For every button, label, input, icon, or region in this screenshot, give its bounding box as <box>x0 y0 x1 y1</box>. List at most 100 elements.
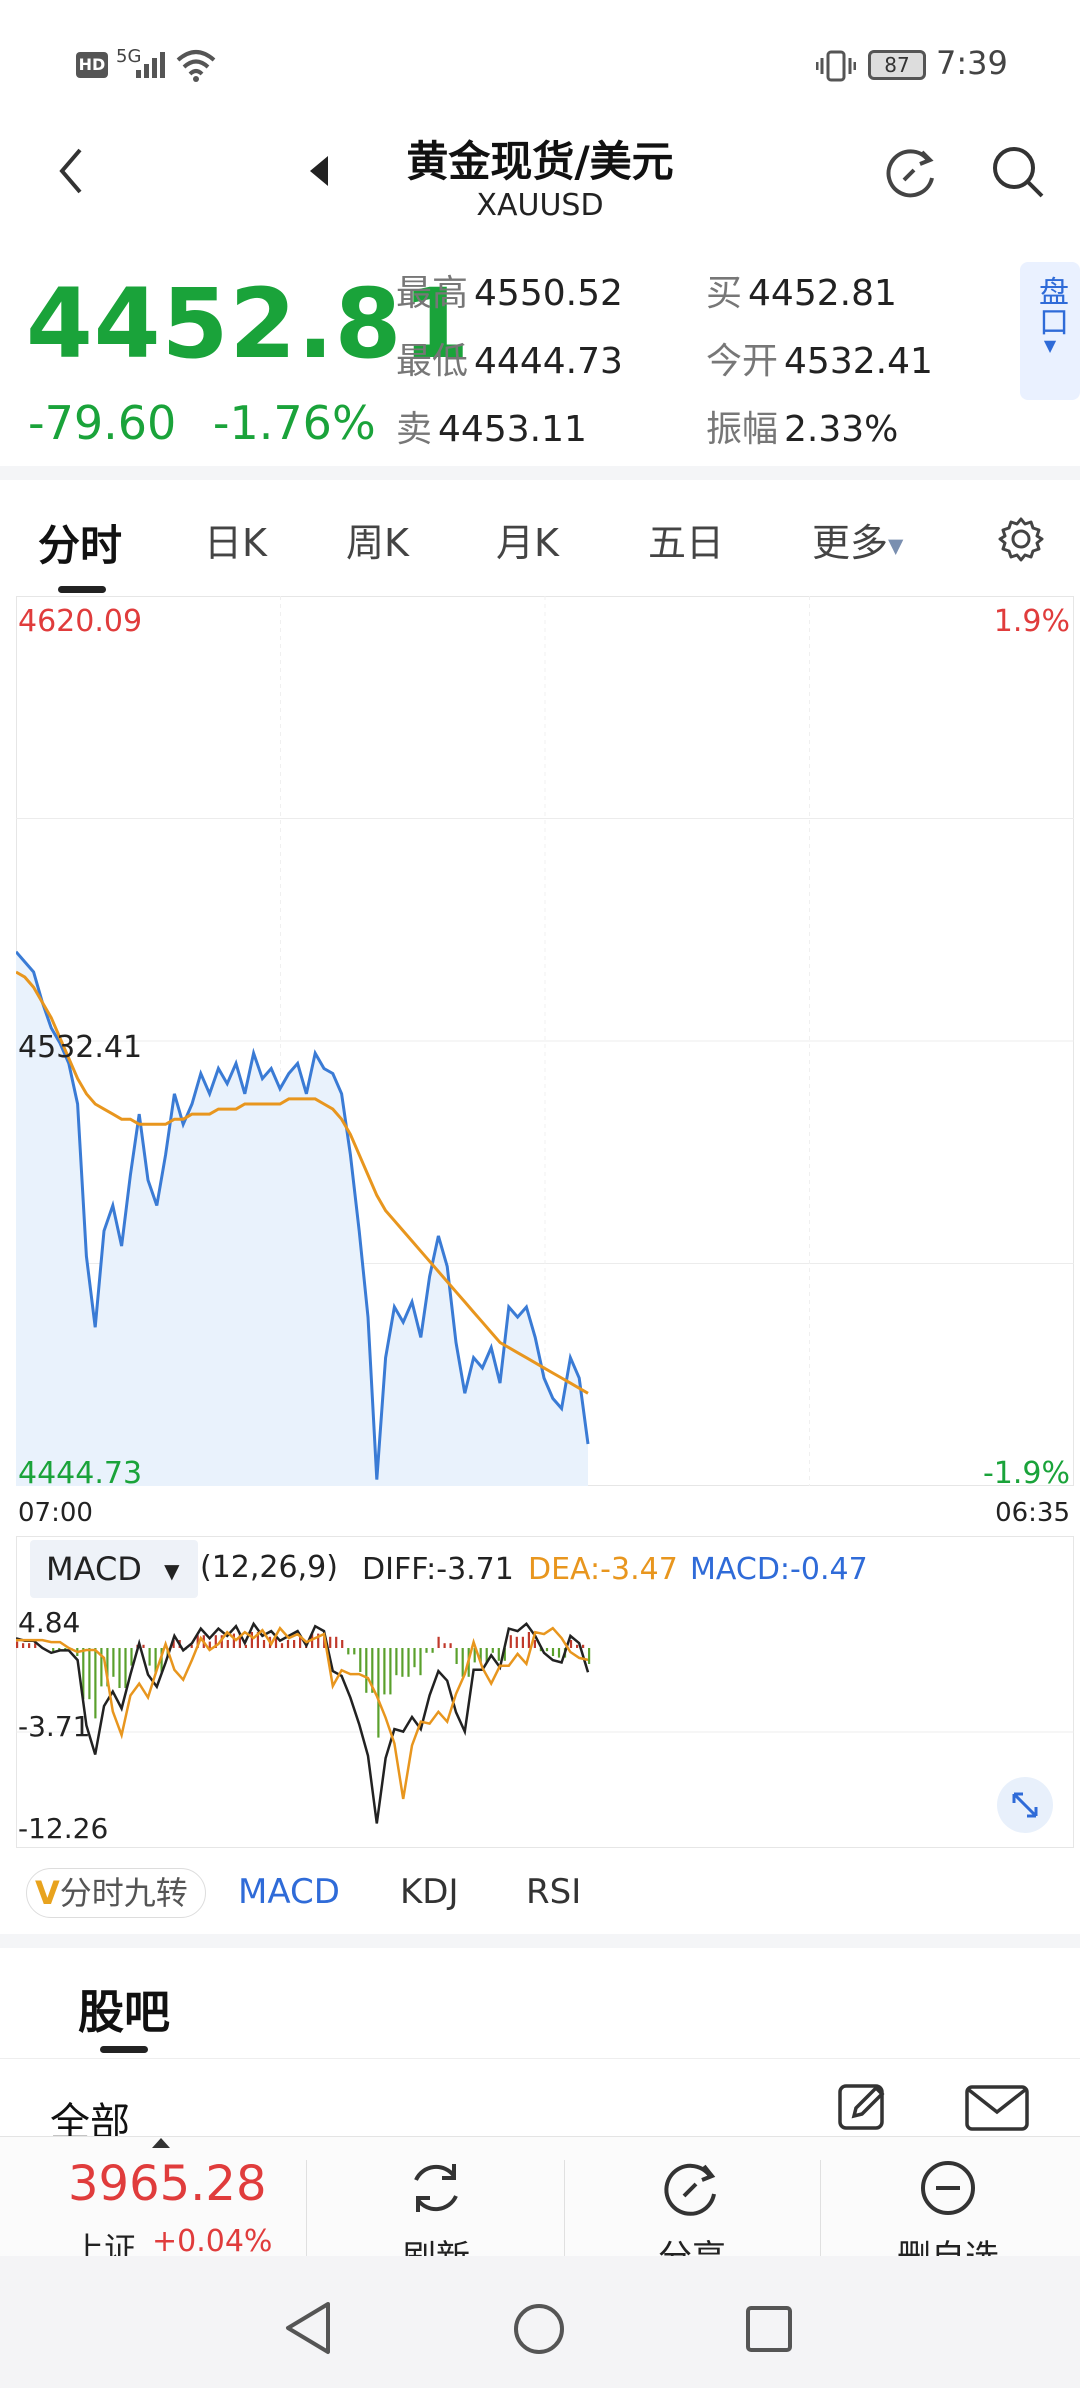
forum-title[interactable]: 股吧 <box>78 1985 170 2039</box>
refresh-share-icon[interactable] <box>882 144 940 202</box>
macd-histogram-bar <box>112 1648 115 1677</box>
current-price: 4452.81 <box>26 268 471 380</box>
macd-histogram-bar <box>449 1643 452 1648</box>
macd-histogram-bar <box>395 1648 398 1676</box>
macd-histogram-bar <box>437 1636 440 1648</box>
stat-buy-label: 买 <box>706 273 743 314</box>
macd-histogram-bar <box>407 1648 410 1677</box>
macd-selector-label: MACD <box>46 1550 142 1588</box>
tab-more[interactable]: 更多▼ <box>812 512 903 567</box>
edit-post-icon[interactable] <box>836 2080 890 2134</box>
tab-daily-k[interactable]: 日K <box>204 521 267 565</box>
average-line <box>16 970 589 1395</box>
macd-histogram-bar <box>461 1648 464 1677</box>
macd-chart <box>16 1621 1074 1824</box>
macd-axis-mid: -3.71 <box>18 1710 91 1743</box>
dea-line <box>16 1626 589 1800</box>
stat-sell-value: 4453.11 <box>438 409 587 450</box>
macd-histogram-bar <box>539 1648 542 1652</box>
tab-weekly-k[interactable]: 周K <box>346 521 409 565</box>
macd-histogram-bar <box>238 1633 241 1648</box>
macd-histogram-bar <box>582 1644 585 1648</box>
macd-selector[interactable]: MACD ▼ <box>30 1540 198 1598</box>
active-tab-indicator <box>58 586 106 593</box>
macd-histogram-bar <box>389 1648 392 1695</box>
macd-histogram-bar <box>262 1640 266 1648</box>
macd-histogram-bar <box>250 1632 253 1648</box>
page-title: 黄金现货/美元 <box>406 137 674 186</box>
v-logo-icon: V <box>35 1874 60 1912</box>
change-amount: -79.60 <box>28 396 177 450</box>
nav-recents-icon[interactable] <box>744 2304 794 2354</box>
clock: 7:39 <box>936 44 1008 82</box>
macd-histogram-bar <box>142 1644 145 1648</box>
macd-histogram-bar <box>214 1635 217 1648</box>
mail-icon[interactable] <box>964 2084 1030 2132</box>
tab-intraday[interactable]: 分时 <box>38 521 123 570</box>
previous-stock-icon[interactable] <box>308 154 332 188</box>
caret-down-icon: ▼ <box>164 1559 180 1583</box>
stat-buy-value: 4452.81 <box>748 273 897 314</box>
tab-five-day[interactable]: 五日 <box>648 521 725 565</box>
intraday-chart[interactable] <box>16 596 1074 1486</box>
macd-histogram-bar <box>88 1648 91 1700</box>
stat-low-label: 最低 <box>396 341 469 382</box>
search-icon[interactable] <box>990 144 1046 200</box>
macd-histogram-bar <box>58 1648 61 1650</box>
stat-sell-label: 卖 <box>396 409 433 450</box>
order-book-button[interactable]: 盘口 ▼ <box>1020 262 1080 400</box>
stat-low-value: 4444.73 <box>474 341 623 382</box>
stat-open-value: 4532.41 <box>784 341 933 382</box>
macd-histogram-bar <box>148 1648 151 1666</box>
back-icon[interactable] <box>56 146 86 196</box>
macd-histogram-bar <box>521 1636 524 1648</box>
system-nav-bar <box>0 2256 1080 2388</box>
macd-histogram-bar <box>413 1648 416 1668</box>
macd-histogram-bar <box>425 1648 428 1653</box>
macd-histogram-bar <box>124 1648 127 1688</box>
nine-turn-button[interactable]: V分时九转 <box>26 1868 206 1918</box>
refresh-icon[interactable] <box>406 2158 466 2218</box>
network-type: 5G <box>116 46 142 67</box>
nav-back-icon[interactable] <box>282 2300 334 2356</box>
macd-histogram-bar <box>28 1643 31 1648</box>
macd-histogram-bar <box>503 1648 506 1661</box>
macd-dea: DEA:-3.47 <box>528 1552 678 1587</box>
remove-watchlist-icon[interactable] <box>918 2158 978 2218</box>
price-line <box>16 950 590 1480</box>
macd-histogram-bar <box>82 1648 85 1700</box>
indicator-macd[interactable]: MACD <box>238 1872 340 1912</box>
stat-buy: 买 4452.81 <box>706 264 897 316</box>
macd-histogram-bar <box>52 1648 55 1652</box>
macd-histogram-bar <box>491 1648 494 1653</box>
macd-histogram-bar <box>359 1648 362 1672</box>
macd-histogram-bar <box>533 1640 536 1648</box>
caret-down-icon: ▼ <box>888 533 904 558</box>
symbol-code: XAUUSD <box>476 188 604 223</box>
nav-home-icon[interactable] <box>512 2302 566 2356</box>
macd-histogram-bar <box>545 1648 549 1652</box>
section-divider <box>0 466 1080 480</box>
index-value[interactable]: 3965.28 <box>68 2156 267 2212</box>
share-icon[interactable] <box>662 2158 722 2218</box>
signal-icon <box>136 52 165 78</box>
time-end: 06:35 <box>995 1498 1070 1528</box>
settings-gear-icon[interactable] <box>998 516 1044 562</box>
chart-mid-price: 4532.41 <box>18 1030 143 1065</box>
stat-high: 最高 4550.52 <box>396 264 623 316</box>
macd-histogram-bar <box>329 1636 332 1648</box>
macd-histogram-bar <box>497 1648 500 1661</box>
macd-histogram-bar <box>551 1648 555 1656</box>
indicator-rsi[interactable]: RSI <box>526 1872 582 1912</box>
macd-histogram-bar <box>226 1640 229 1648</box>
macd-histogram-bar <box>64 1648 67 1650</box>
tab-monthly-k[interactable]: 月K <box>496 521 559 565</box>
macd-axis-bottom: -12.26 <box>18 1812 109 1845</box>
bar-divider <box>820 2160 821 2256</box>
macd-histogram-bar <box>274 1636 278 1648</box>
fullscreen-expand-icon[interactable] <box>996 1776 1054 1834</box>
chart-top-pct: 1.9% <box>993 604 1070 639</box>
macd-histogram-bar <box>154 1648 157 1674</box>
stat-high-value: 4550.52 <box>474 273 623 314</box>
indicator-kdj[interactable]: KDJ <box>400 1872 459 1912</box>
